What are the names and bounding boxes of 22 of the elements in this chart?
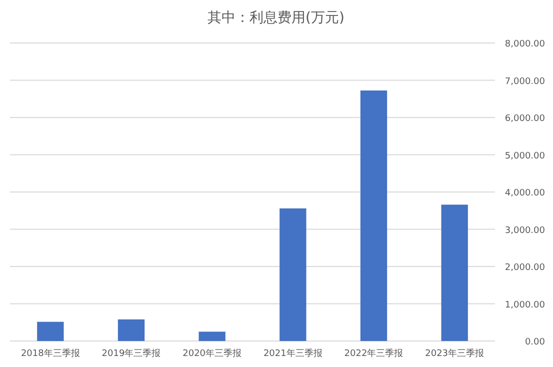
x-tick-label: 2021年三季报 (263, 348, 322, 359)
y-tick-label: 8,000.00 (504, 40, 546, 50)
bar (441, 204, 468, 341)
y-tick-label: 4,000.00 (504, 188, 546, 198)
x-tick-label: 2019年三季报 (102, 348, 161, 359)
x-tick-label: 2020年三季报 (182, 348, 242, 359)
bar (280, 208, 306, 341)
x-tick-label: 2022年三季报 (344, 348, 404, 359)
x-tick-label: 2023年三季报 (425, 348, 484, 359)
bar (360, 90, 388, 341)
y-tick-label: 7,000.00 (504, 76, 546, 87)
y-tick-label: 0.00 (524, 338, 546, 348)
x-tick-label: 2018年三季报 (20, 348, 80, 359)
bar (37, 322, 64, 341)
chart-title: 其中：利息费用(万元) (208, 10, 344, 26)
bar (118, 319, 145, 341)
bar (198, 332, 226, 341)
y-tick-label: 2,000.00 (504, 263, 546, 273)
y-tick-label: 1,000.00 (504, 300, 546, 310)
y-tick-label: 5,000.00 (504, 151, 546, 162)
y-tick-label: 3,000.00 (504, 226, 546, 236)
y-tick-label: 6,000.00 (504, 114, 546, 124)
